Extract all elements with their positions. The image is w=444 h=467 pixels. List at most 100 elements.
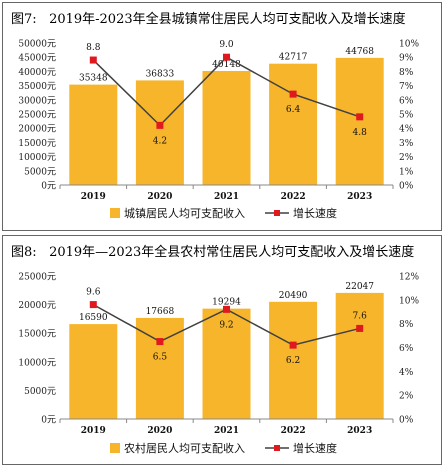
- legend-line-label: 增长速度: [293, 441, 337, 455]
- chart-2-title-text: 2019年—2023年全县农村常住居民人均可支配收入及增长速度: [49, 245, 415, 260]
- chart-1-title-prefix: 图7:: [11, 12, 37, 27]
- bar-value-label: 19294: [212, 298, 241, 308]
- growth-rate-marker: [156, 121, 164, 129]
- growth-rate-marker: [89, 56, 97, 64]
- y-right-tick-label: 10%: [399, 296, 419, 306]
- y-left-tick-label: 0元: [41, 416, 56, 426]
- x-category-label: 2022: [281, 426, 306, 436]
- growth-rate-marker: [289, 90, 297, 98]
- y-right-tick-label: 6%: [399, 96, 414, 106]
- growth-rate-marker: [223, 53, 230, 61]
- y-left-tick-label: 25000元: [18, 273, 56, 283]
- chart-panel-1: 图7: 2019年-2023年全县城镇常住居民人均可支配收入及增长速度 0元 50…: [2, 2, 442, 231]
- bar: [202, 308, 251, 419]
- y-left-tick-label: 25000元: [18, 111, 56, 121]
- y-left-tick-label: 15000元: [18, 139, 56, 149]
- legend-bar-label: 农村居民人均可支配收入: [124, 441, 245, 455]
- bar-value-label: 36833: [146, 69, 175, 79]
- x-category-label: 2023: [347, 426, 372, 436]
- y-right-tick-label: 4%: [399, 125, 414, 135]
- bar-value-label: 35348: [79, 74, 108, 84]
- bar-value-label: 20490: [279, 291, 308, 301]
- y-right-tick-label: 6%: [399, 344, 414, 354]
- growth-rate-label: 6.4: [286, 105, 301, 115]
- growth-rate-label: 6.2: [286, 356, 300, 366]
- growth-rate-label: 8.8: [86, 43, 101, 53]
- growth-rate-label: 9.0: [219, 40, 234, 50]
- x-category-label: 2019: [81, 192, 106, 202]
- bar-value-label: 44768: [345, 47, 374, 57]
- y-left-tick-label: 10000元: [18, 358, 56, 368]
- growth-rate-label: 6.5: [153, 353, 168, 363]
- growth-rate-label: 7.6: [353, 311, 368, 321]
- growth-rate-label: 4.8: [353, 128, 368, 138]
- y-left-tick-label: 10000元: [18, 153, 56, 163]
- growth-rate-marker: [289, 341, 297, 349]
- bar-value-label: 22047: [345, 282, 374, 292]
- x-category-label: 2020: [147, 192, 172, 202]
- y-left-tick-label: 5000元: [24, 167, 56, 177]
- y-right-tick-label: 12%: [399, 273, 419, 283]
- y-right-tick-label: 1%: [399, 167, 414, 177]
- y-right-tick-label: 9%: [399, 54, 414, 64]
- y-right-tick-label: 2%: [399, 392, 414, 402]
- y-left-tick-label: 50000元: [18, 40, 56, 50]
- growth-rate-label: 9.2: [219, 320, 233, 330]
- y-left-tick-label: 40000元: [18, 68, 56, 78]
- bar: [135, 80, 184, 185]
- growth-rate-marker: [223, 305, 230, 313]
- legend-bar-swatch: [110, 443, 120, 453]
- growth-rate-marker: [156, 338, 164, 346]
- growth-rate-marker: [356, 113, 364, 121]
- y-right-tick-label: 8%: [399, 68, 414, 78]
- chart-1-title: 图7: 2019年-2023年全县城镇常住居民人均可支配收入及增长速度: [11, 8, 406, 27]
- growth-rate-label: 4.2: [153, 136, 167, 146]
- legend-line-marker: [274, 210, 280, 216]
- y-left-tick-label: 30000元: [18, 96, 56, 106]
- y-right-tick-label: 2%: [399, 153, 414, 163]
- legend-bar-swatch: [110, 208, 120, 218]
- x-category-label: 2021: [214, 192, 239, 202]
- y-right-tick-label: 0%: [399, 182, 414, 192]
- chart-1-svg: 0元 5000元 10000元 15000元 20000元 25000元 30000元 350…: [18, 40, 419, 221]
- y-left-tick-label: 0元: [41, 182, 56, 192]
- bar-value-label: 40148: [212, 60, 241, 70]
- bar: [69, 324, 118, 419]
- legend-bar-label: 城镇居民人均可支配收入: [124, 206, 245, 220]
- bar: [335, 57, 384, 185]
- y-right-tick-label: 8%: [399, 320, 414, 330]
- chart-1-title-text: 2019年-2023年全县城镇常住居民人均可支配收入及增长速度: [49, 12, 406, 27]
- chart-panel-2: 图8: 2019年—2023年全县农村常住居民人均可支配收入及增长速度 0元 50…: [2, 235, 442, 465]
- y-left-tick-label: 15000元: [18, 330, 56, 340]
- y-right-tick-label: 10%: [399, 40, 419, 50]
- y-right-tick-label: 7%: [399, 82, 414, 92]
- bar: [202, 70, 251, 185]
- bar: [269, 63, 318, 186]
- bar: [135, 317, 184, 419]
- y-right-tick-label: 5%: [399, 111, 414, 121]
- bar-value-label: 17668: [146, 307, 175, 317]
- growth-rate-marker: [356, 324, 364, 332]
- bar: [269, 301, 318, 419]
- bar: [335, 292, 384, 419]
- y-left-tick-label: 20000元: [18, 301, 56, 311]
- chart-2-svg: 0元 5000元 10000元 15000元 20000元 25000元 0% 2% 4% 6% 8…: [18, 273, 419, 456]
- legend-line-label: 增长速度: [293, 206, 337, 220]
- growth-rate-label: 9.6: [86, 288, 101, 298]
- y-left-tick-label: 45000元: [18, 54, 56, 64]
- x-category-label: 2021: [214, 426, 239, 436]
- legend-line-marker: [274, 445, 280, 451]
- x-category-label: 2023: [347, 192, 372, 202]
- growth-rate-marker: [89, 301, 97, 309]
- chart-2-title-prefix: 图8:: [11, 245, 37, 260]
- bar: [69, 84, 118, 185]
- bar-value-label: 16590: [79, 313, 108, 323]
- y-right-tick-label: 3%: [399, 139, 414, 149]
- x-category-label: 2020: [147, 426, 172, 436]
- x-category-label: 2022: [281, 192, 306, 202]
- bar-value-label: 42717: [279, 53, 308, 63]
- y-right-tick-label: 4%: [399, 368, 414, 378]
- y-left-tick-label: 35000元: [18, 82, 56, 92]
- y-left-tick-label: 20000元: [18, 125, 56, 135]
- y-right-tick-label: 0%: [399, 416, 414, 426]
